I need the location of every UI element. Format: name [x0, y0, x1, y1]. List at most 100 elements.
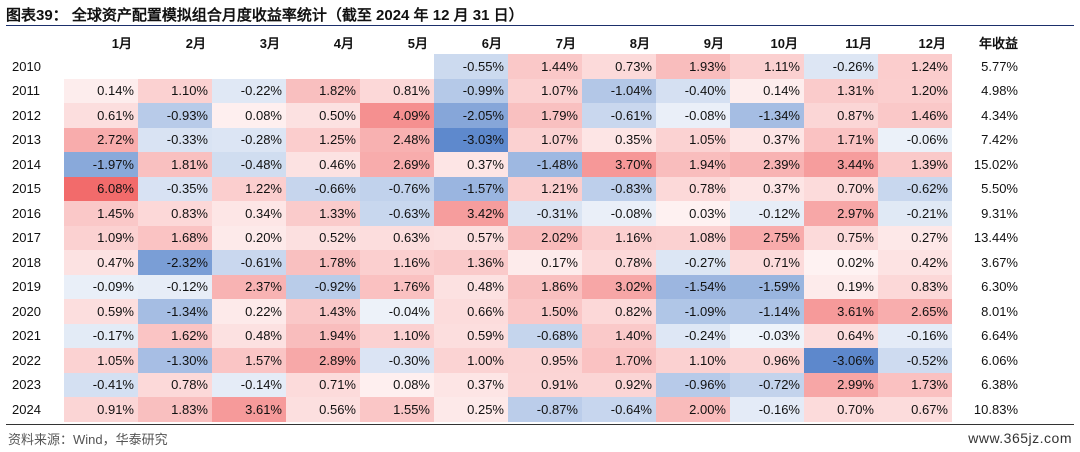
year-label: 2024 — [12, 401, 41, 417]
column-header-month: 9月 — [703, 35, 724, 51]
monthly-return-cell: 1.21% — [508, 176, 582, 201]
table-row: 2020 0.59% -1.34% 0.22% 1.43% -0.04% 0.66% 1.50… — [6, 299, 1024, 324]
monthly-return-cell: 0.14% — [730, 78, 804, 103]
monthly-return-cell: -0.28% — [212, 127, 286, 152]
monthly-return-cell: 0.61% — [64, 103, 138, 128]
monthly-return-cell: 1.57% — [212, 348, 286, 373]
annual-return-cell: 3.67% — [981, 254, 1018, 270]
monthly-return-cell: -0.40% — [656, 78, 730, 103]
monthly-return-cell: 0.08% — [360, 372, 434, 397]
monthly-return-cell: -0.99% — [434, 78, 508, 103]
monthly-return-cell: 3.44% — [804, 152, 878, 177]
monthly-return-cell: 0.48% — [212, 323, 286, 348]
monthly-return-cell: 1.71% — [804, 127, 878, 152]
monthly-return-cell: 2.02% — [508, 225, 582, 250]
year-label: 2011 — [12, 83, 40, 99]
year-label: 2016 — [12, 205, 41, 221]
monthly-return-cell: 0.82% — [582, 299, 656, 324]
monthly-return-cell: -0.16% — [878, 323, 952, 348]
annual-return-cell: 13.44% — [973, 230, 1018, 246]
monthly-return-cell: 0.19% — [804, 274, 878, 299]
monthly-return-cell: -0.96% — [656, 372, 730, 397]
header-row: 1月 2月 3月 4月 5月 6月 7月 8月 9月 10月 11月 12月 年收益 — [6, 30, 1024, 54]
annual-return-cell: 5.77% — [981, 58, 1018, 74]
table-row: 2024 0.91% 1.83% 3.61% 0.56% 1.55% 0.25% -0.87%… — [6, 397, 1024, 422]
monthly-return-cell: 0.20% — [212, 225, 286, 250]
monthly-return-cell: 6.08% — [64, 176, 138, 201]
monthly-return-cell: -0.76% — [360, 176, 434, 201]
monthly-return-cell: -0.83% — [582, 176, 656, 201]
monthly-return-cell: -3.06% — [804, 348, 878, 373]
monthly-return-cell: 3.61% — [212, 397, 286, 422]
year-label: 2021 — [12, 328, 41, 344]
monthly-return-cell: -0.61% — [212, 250, 286, 275]
monthly-return-cell: -0.72% — [730, 372, 804, 397]
table-row: 2023 -0.41% 0.78% -0.14% 0.71% 0.08% 0.37% 0.91… — [6, 372, 1024, 397]
monthly-return-cell: 0.70% — [804, 176, 878, 201]
monthly-return-cell: 1.10% — [656, 348, 730, 373]
table-row: 2017 1.09% 1.68% 0.20% 0.52% 0.63% 0.57% 2.02% 1… — [6, 225, 1024, 250]
monthly-return-cell: 0.37% — [730, 127, 804, 152]
monthly-return-cell: 2.39% — [730, 152, 804, 177]
column-header-month: 5月 — [407, 35, 428, 51]
monthly-return-cell: -0.33% — [138, 127, 212, 152]
watermark: www.365jz.com — [968, 430, 1072, 446]
monthly-return-cell: 0.83% — [878, 274, 952, 299]
monthly-return-cell: 1.11% — [730, 54, 804, 79]
table-row: 2019 -0.09% -0.12% 2.37% -0.92% 1.76% 0.48% 1.8… — [6, 274, 1024, 299]
monthly-return-cell: 0.37% — [730, 176, 804, 201]
year-label: 2020 — [12, 303, 41, 319]
monthly-return-cell: -0.06% — [878, 127, 952, 152]
monthly-return-cell: 0.78% — [656, 176, 730, 201]
monthly-return-cell: 1.09% — [64, 225, 138, 250]
monthly-return-cell: 1.16% — [360, 250, 434, 275]
monthly-return-cell — [212, 54, 286, 79]
monthly-return-cell: -0.14% — [212, 372, 286, 397]
monthly-return-cell: 1.78% — [286, 250, 360, 275]
monthly-return-cell: 0.37% — [434, 152, 508, 177]
monthly-return-cell: -2.32% — [138, 250, 212, 275]
monthly-return-cell: 1.55% — [360, 397, 434, 422]
annual-return-cell: 9.31% — [981, 205, 1018, 221]
monthly-return-cell: 1.50% — [508, 299, 582, 324]
monthly-return-cell: 1.33% — [286, 201, 360, 226]
monthly-return-cell: -0.30% — [360, 348, 434, 373]
table-row: 2022 1.05% -1.30% 1.57% 2.89% -0.30% 1.00% 0.95… — [6, 348, 1024, 373]
annual-return-cell: 6.06% — [981, 352, 1018, 368]
annual-return-cell: 4.34% — [981, 107, 1018, 123]
monthly-return-cell: -0.93% — [138, 103, 212, 128]
monthly-return-cell: 2.69% — [360, 152, 434, 177]
monthly-return-cell: 0.78% — [138, 372, 212, 397]
monthly-return-cell: 1.20% — [878, 78, 952, 103]
monthly-return-cell: 1.68% — [138, 225, 212, 250]
monthly-return-cell: -0.62% — [878, 176, 952, 201]
monthly-return-cell: 0.75% — [804, 225, 878, 250]
monthly-return-cell: 0.73% — [582, 54, 656, 79]
monthly-return-cell: 2.48% — [360, 127, 434, 152]
monthly-return-cell: 2.72% — [64, 127, 138, 152]
monthly-return-cell: 1.83% — [138, 397, 212, 422]
year-label: 2012 — [12, 107, 41, 123]
year-label: 2013 — [12, 132, 41, 148]
annual-return-cell: 4.98% — [981, 83, 1018, 99]
monthly-return-cell: 1.79% — [508, 103, 582, 128]
monthly-return-cell: 0.87% — [804, 103, 878, 128]
monthly-return-cell: 0.27% — [878, 225, 952, 250]
monthly-return-cell — [64, 54, 138, 79]
monthly-return-cell: 1.07% — [508, 78, 582, 103]
monthly-return-cell: -0.08% — [582, 201, 656, 226]
monthly-return-cell: -0.48% — [212, 152, 286, 177]
monthly-return-cell: 0.67% — [878, 397, 952, 422]
column-header-month: 6月 — [481, 35, 502, 51]
source-rule — [6, 424, 1074, 425]
monthly-return-cell: 0.42% — [878, 250, 952, 275]
monthly-return-cell: 0.71% — [286, 372, 360, 397]
column-header-month: 11月 — [845, 35, 872, 51]
monthly-return-cell: 0.66% — [434, 299, 508, 324]
monthly-return-cell: 1.10% — [138, 78, 212, 103]
monthly-return-cell: -0.55% — [434, 54, 508, 79]
monthly-return-cell: -2.05% — [434, 103, 508, 128]
monthly-return-cell: -0.03% — [730, 323, 804, 348]
monthly-return-cell: -1.57% — [434, 176, 508, 201]
monthly-return-cell: 1.45% — [64, 201, 138, 226]
